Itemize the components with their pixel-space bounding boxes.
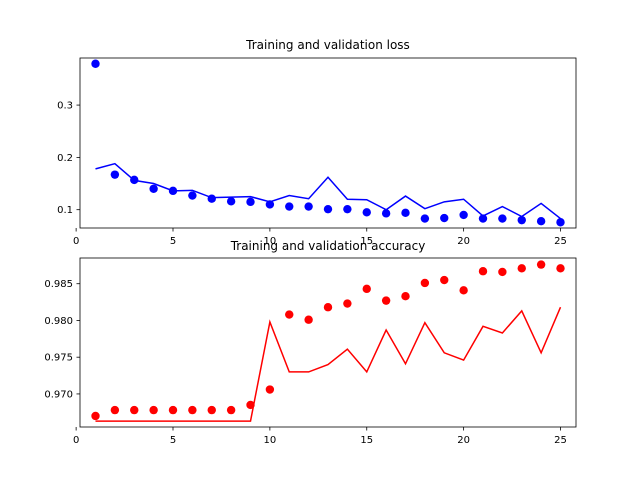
loss-x-tick-label: 20 bbox=[457, 236, 470, 247]
loss-axes-frame bbox=[79, 57, 577, 229]
accuracy-plot-area bbox=[91, 260, 565, 422]
accuracy-point bbox=[381, 296, 391, 305]
accuracy-chart: 0 5 10 15 20 25 0.970 0.975 0.980 0.985 Training… bbox=[44, 239, 577, 446]
loss-x-ticks: 0 5 10 15 20 25 bbox=[73, 228, 567, 247]
accuracy-x-tick-label: 0 bbox=[73, 435, 79, 446]
loss-y-ticks: 0.1 0.2 0.3 bbox=[57, 101, 80, 216]
accuracy-line-series bbox=[95, 306, 562, 422]
accuracy-point bbox=[226, 405, 236, 415]
accuracy-chart-title: Training and validation accuracy bbox=[230, 239, 426, 253]
accuracy-point bbox=[207, 405, 216, 415]
loss-y-tick-label: 0.1 bbox=[57, 205, 73, 216]
loss-point bbox=[478, 214, 488, 223]
accuracy-point bbox=[498, 267, 507, 277]
loss-point bbox=[381, 209, 391, 218]
loss-x-tick-label: 10 bbox=[264, 236, 277, 247]
accuracy-x-ticks: 0 5 10 15 20 25 bbox=[73, 427, 567, 446]
loss-point bbox=[110, 170, 120, 179]
loss-x-tick-label: 15 bbox=[360, 236, 373, 247]
accuracy-point bbox=[110, 405, 120, 415]
accuracy-y-tick-label: 0.970 bbox=[44, 389, 73, 400]
loss-point bbox=[517, 215, 526, 225]
loss-point bbox=[149, 184, 158, 193]
loss-point bbox=[556, 218, 565, 227]
accuracy-point bbox=[149, 405, 158, 415]
accuracy-y-ticks: 0.970 0.975 0.980 0.985 bbox=[44, 279, 80, 400]
accuracy-point bbox=[517, 264, 526, 273]
loss-point bbox=[536, 217, 546, 226]
loss-x-tick-label: 25 bbox=[554, 236, 567, 247]
loss-point bbox=[130, 175, 139, 185]
loss-point bbox=[420, 214, 430, 223]
accuracy-point bbox=[420, 278, 430, 288]
loss-point bbox=[401, 208, 410, 218]
accuracy-point bbox=[440, 275, 449, 285]
accuracy-point bbox=[459, 286, 468, 295]
loss-point bbox=[188, 191, 197, 200]
accuracy-point bbox=[556, 264, 565, 273]
loss-point bbox=[226, 197, 236, 206]
loss-point bbox=[362, 208, 371, 217]
accuracy-point bbox=[343, 299, 352, 308]
loss-chart: Training and validation loss 0 5 10 15 20 25 … bbox=[57, 38, 577, 247]
accuracy-point bbox=[130, 405, 139, 415]
loss-point bbox=[246, 197, 255, 207]
loss-point bbox=[168, 186, 178, 196]
accuracy-point bbox=[401, 292, 410, 301]
loss-x-tick-label: 0 bbox=[73, 236, 79, 247]
loss-point bbox=[323, 204, 333, 214]
accuracy-y-tick-label: 0.975 bbox=[44, 353, 73, 364]
loss-point bbox=[91, 59, 100, 68]
accuracy-x-tick-label: 25 bbox=[554, 435, 567, 446]
accuracy-point bbox=[246, 400, 255, 410]
loss-chart-title: Training and validation loss bbox=[245, 38, 410, 52]
accuracy-x-tick-label: 20 bbox=[457, 435, 470, 446]
accuracy-point bbox=[265, 385, 275, 394]
loss-x-tick-label: 5 bbox=[170, 236, 176, 247]
loss-y-tick-label: 0.3 bbox=[57, 101, 73, 112]
accuracy-y-tick-label: 0.980 bbox=[44, 316, 73, 327]
loss-point bbox=[459, 210, 468, 220]
loss-point bbox=[265, 200, 275, 209]
loss-y-tick-label: 0.2 bbox=[57, 153, 73, 164]
accuracy-point bbox=[168, 405, 178, 415]
accuracy-point bbox=[304, 315, 313, 324]
accuracy-point bbox=[285, 310, 294, 319]
loss-point bbox=[285, 202, 294, 211]
accuracy-y-tick-label: 0.985 bbox=[44, 279, 73, 290]
accuracy-point bbox=[323, 303, 333, 312]
accuracy-axes-frame bbox=[79, 257, 577, 428]
accuracy-point bbox=[91, 411, 100, 421]
loss-point bbox=[498, 214, 507, 223]
accuracy-point bbox=[536, 260, 546, 269]
accuracy-point bbox=[478, 267, 488, 276]
loss-plot-area bbox=[91, 59, 565, 227]
loss-point bbox=[207, 194, 216, 203]
loss-point bbox=[343, 204, 352, 214]
accuracy-point bbox=[188, 405, 197, 415]
accuracy-x-tick-label: 5 bbox=[170, 435, 176, 446]
accuracy-x-tick-label: 10 bbox=[264, 435, 277, 446]
loss-point bbox=[304, 202, 313, 211]
accuracy-point bbox=[362, 284, 371, 294]
accuracy-x-tick-label: 15 bbox=[360, 435, 373, 446]
loss-point bbox=[440, 213, 449, 223]
